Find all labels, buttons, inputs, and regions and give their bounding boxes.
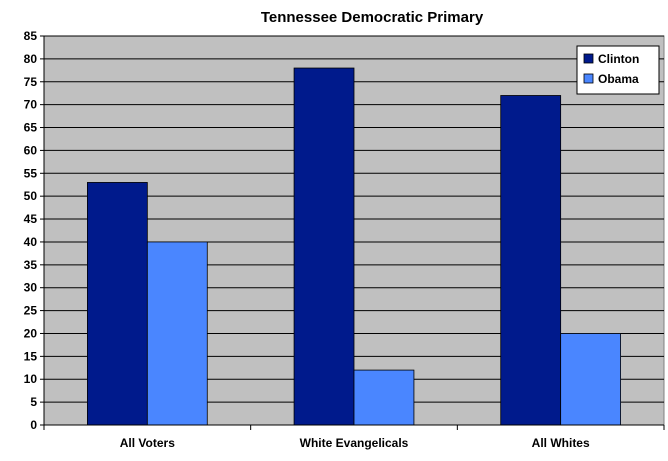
- bar-clinton-white-evangelicals: [293, 67, 355, 426]
- legend-swatch-obama: [583, 73, 594, 84]
- bar-clinton-all-whites: [500, 95, 562, 426]
- bar-clinton-all-voters: [87, 182, 148, 426]
- bar-obama-all-voters: [146, 241, 208, 426]
- x-tick-label: All Whites: [532, 436, 590, 450]
- bar-obama-all-whites: [560, 333, 622, 426]
- y-tick-label: 70: [24, 98, 38, 112]
- y-tick-label: 65: [24, 121, 38, 135]
- y-tick-label: 15: [24, 349, 38, 363]
- y-tick-label: 60: [24, 143, 38, 157]
- y-tick-label: 30: [24, 281, 38, 295]
- y-tick-label: 0: [30, 418, 37, 432]
- y-tick-label: 45: [24, 212, 38, 226]
- x-axis: All Voters White Evangelicals All Whites: [43, 424, 665, 450]
- y-tick-label: 50: [24, 189, 38, 203]
- y-tick-label: 40: [24, 235, 38, 249]
- y-tick-label: 75: [24, 75, 38, 89]
- bar-obama-white-evangelicals: [353, 369, 415, 426]
- y-axis: 0 5 10 15 20 25 30 35 40 45 50 55 60 65 70 75 80 85: [24, 29, 45, 432]
- x-tick-label: All Voters: [120, 436, 175, 450]
- y-tick-label: 10: [24, 372, 38, 386]
- x-tick-label: White Evangelicals: [300, 436, 409, 450]
- legend-swatch-clinton: [583, 53, 594, 64]
- legend-label-obama: Obama: [598, 72, 639, 86]
- legend: Clinton Obama: [576, 45, 660, 95]
- y-tick-label: 20: [24, 326, 38, 340]
- legend-label-clinton: Clinton: [598, 52, 639, 66]
- y-tick-label: 5: [30, 395, 37, 409]
- y-tick-label: 35: [24, 258, 38, 272]
- y-tick-label: 55: [24, 166, 38, 180]
- bars: [87, 67, 622, 426]
- y-tick-label: 85: [24, 29, 38, 43]
- y-tick-label: 25: [24, 304, 38, 318]
- chart-title: Tennessee Democratic Primary: [261, 9, 484, 26]
- y-tick-label: 80: [24, 52, 38, 66]
